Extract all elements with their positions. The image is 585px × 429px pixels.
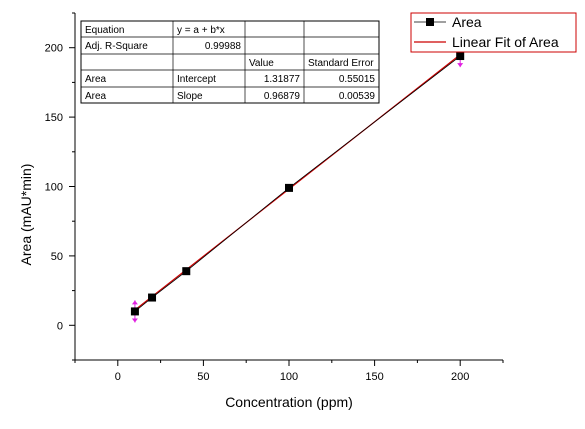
error-bar-cap-bottom: [457, 63, 464, 68]
x-tick-label: 0: [115, 371, 121, 383]
y-tick-label: 0: [57, 320, 63, 332]
legend: Area Linear Fit of Area: [410, 12, 577, 53]
stats-table-cell: Standard Error: [308, 58, 374, 69]
stats-table-cell: 0.99988: [205, 41, 242, 52]
data-point: [148, 293, 157, 302]
stats-table-cell: Value: [249, 58, 274, 69]
x-tick-label: 200: [451, 371, 469, 383]
error-bar-cap-bottom: [131, 318, 138, 323]
stats-table-border: [80, 20, 380, 104]
stats-table-cell: Adj. R-Square: [85, 41, 148, 52]
data-point: [130, 307, 139, 316]
y-tick-label: 100: [45, 182, 63, 194]
stats-table-cell: 0.96879: [264, 91, 301, 102]
stats-table: Equation y = a + b*x Adj. R-Square 0.99988 V…: [80, 20, 380, 104]
y-tick-label: 150: [45, 112, 63, 124]
stats-table-cell: 1.31877: [264, 74, 301, 85]
y-axis-title: Area (mAU*min): [18, 164, 34, 266]
legend-border: [410, 12, 577, 53]
data-point: [285, 183, 293, 192]
data-point: [182, 267, 191, 276]
error-bar-cap-top: [131, 300, 138, 305]
stats-table-cell: 0.55015: [339, 74, 376, 85]
stats-table-cell: Area: [85, 74, 107, 85]
stats-table-cell: Area: [85, 91, 107, 102]
y-tick-label: 50: [51, 251, 63, 263]
stats-table-cell: y = a + b*x: [177, 25, 225, 36]
y-tick-label: 200: [45, 43, 63, 55]
stats-table-cell: Intercept: [177, 74, 216, 85]
data-point: [456, 52, 465, 61]
legend-fit-label: Linear Fit of Area: [452, 34, 559, 50]
x-tick-label: 50: [197, 371, 209, 383]
stats-table-cell: Slope: [177, 91, 203, 102]
x-axis-title: Concentration (ppm): [225, 394, 353, 410]
x-tick-label: 150: [365, 371, 383, 383]
legend-area-label: Area: [452, 14, 482, 30]
stats-table-cell: Equation: [85, 25, 124, 36]
x-tick-label: 100: [280, 371, 298, 383]
stats-table-cell: 0.00539: [339, 91, 376, 102]
legend-area-marker: [426, 18, 434, 26]
